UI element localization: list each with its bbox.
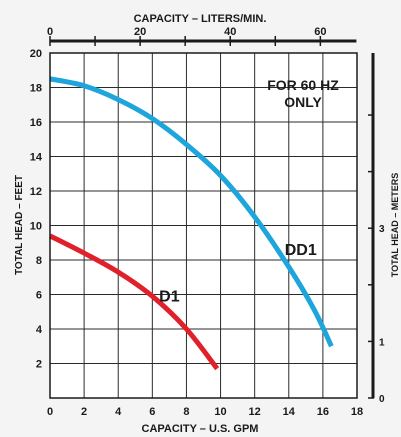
series-label-d1: D1	[159, 288, 180, 305]
x-tick-label: 2	[81, 406, 87, 418]
x-axis-top-title: CAPACITY – LITERS/MIN.	[134, 13, 267, 25]
x-tick-label: 16	[317, 406, 329, 418]
x-tick-label: 14	[283, 406, 296, 418]
y-tick-label: 2	[36, 359, 42, 371]
x-tick-label: 6	[149, 406, 155, 418]
y-axis-left-title: TOTAL HEAD – FEET	[14, 175, 25, 275]
x-top-tick-label: 40	[224, 26, 236, 38]
y-right-tick-label: 1	[379, 337, 385, 348]
annotation-line-2: ONLY	[284, 94, 322, 110]
series-layer: DD1 D1	[48, 76, 334, 371]
x-top-tick-label: 60	[314, 26, 326, 38]
series-label-dd1: DD1	[285, 242, 317, 259]
y-tick-label: 4	[36, 324, 43, 336]
x-tick-label: 4	[115, 406, 122, 418]
x-tick-label: 18	[351, 406, 363, 418]
y-tick-label: 12	[30, 186, 42, 198]
y-axis-right-title: TOTAL HEAD – METERS	[390, 173, 400, 278]
y-tick-label: 20	[30, 48, 42, 60]
y-tick-label: 6	[36, 290, 42, 302]
series-line-d1	[48, 233, 220, 371]
x-axis-bottom-title: CAPACITY – U.S. GPM	[142, 423, 259, 435]
series-line-dd1	[49, 76, 334, 348]
tick-labels: 0 2 4 6 8 10 12 14 16 18 2 4 6 8 10 12 14 16 18 20 0 20 40 60 0 1…	[30, 26, 385, 418]
axes-layer	[49, 36, 375, 399]
y-right-tick-label: 3	[379, 224, 385, 235]
x-tick-label: 10	[214, 406, 226, 418]
y-tick-label: 8	[36, 255, 42, 267]
y-tick-label: 14	[30, 152, 43, 164]
y-tick-label: 16	[30, 117, 42, 129]
annotation-line-1: FOR 60 HZ	[267, 77, 339, 93]
y-tick-label: 18	[30, 83, 42, 95]
plot-frame	[49, 52, 358, 399]
x-top-tick-label: 0	[47, 26, 53, 38]
y-tick-label: 10	[30, 221, 42, 233]
x-top-tick-label: 20	[134, 26, 146, 38]
y-right-tick-label: 0	[379, 394, 385, 405]
x-tick-label: 12	[249, 406, 261, 418]
x-tick-label: 8	[183, 406, 189, 418]
x-tick-label: 0	[47, 406, 53, 418]
